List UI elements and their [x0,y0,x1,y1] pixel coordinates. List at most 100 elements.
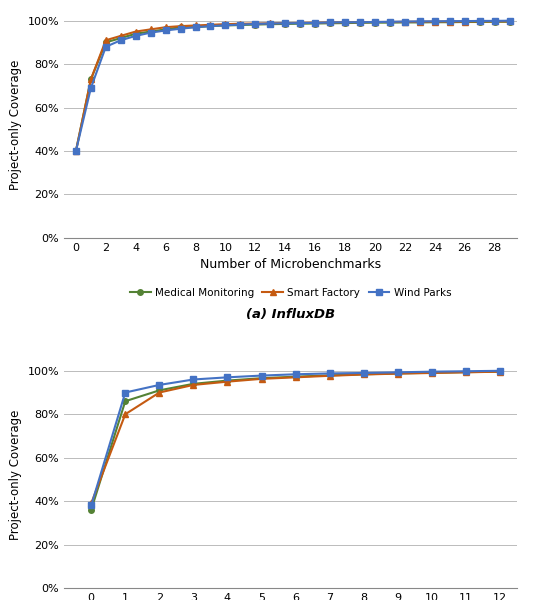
Medical Monitoring [327,20,333,27]
Wind Parks [297,19,303,26]
Medical Monitoring [122,398,128,405]
Smart Factory [432,18,438,25]
Wind Parks [447,17,453,25]
Medical Monitoring [118,34,124,41]
Medical Monitoring [133,30,139,37]
Wind Parks [122,389,128,396]
Smart Factory [222,20,229,28]
Wind Parks [432,18,438,25]
Medical Monitoring [156,387,163,394]
Smart Factory [252,20,259,27]
Medical Monitoring [326,372,333,379]
Wind Parks [118,37,124,44]
Medical Monitoring [417,19,423,26]
Medical Monitoring [387,19,393,26]
Medical Monitoring [237,22,244,29]
Smart Factory [429,370,435,377]
Smart Factory [190,382,197,389]
Smart Factory [402,18,408,25]
Medical Monitoring [222,22,229,29]
Smart Factory [327,19,333,26]
Y-axis label: Project-only Coverage: Project-only Coverage [9,60,22,190]
Smart Factory [163,23,169,31]
Wind Parks [477,17,483,25]
Medical Monitoring [282,20,288,28]
Medical Monitoring [477,19,483,26]
Smart Factory [156,389,163,396]
Smart Factory [118,32,124,40]
Wind Parks [190,376,197,383]
Wind Parks [394,369,401,376]
Wind Parks [192,23,199,31]
Y-axis label: Project-only Coverage: Project-only Coverage [9,410,22,540]
Wind Parks [282,20,288,27]
Wind Parks [148,29,154,36]
Smart Factory [224,378,231,385]
Medical Monitoring [297,20,303,28]
Smart Factory [259,375,265,382]
Smart Factory [87,76,94,83]
Line: Medical Monitoring: Medical Monitoring [88,369,503,512]
Medical Monitoring [88,506,94,514]
Wind Parks [252,20,259,28]
Wind Parks [177,25,184,32]
Medical Monitoring [462,19,468,26]
Wind Parks [462,17,468,25]
Medical Monitoring [429,369,435,376]
Medical Monitoring [447,19,453,26]
Legend: Medical Monitoring, Smart Factory, Wind Parks: Medical Monitoring, Smart Factory, Wind … [126,284,455,302]
Smart Factory [72,148,79,155]
Medical Monitoring [312,20,318,27]
Wind Parks [372,19,378,26]
Smart Factory [122,410,128,418]
Smart Factory [342,19,348,26]
Medical Monitoring [394,370,401,377]
Medical Monitoring [207,23,214,30]
Line: Wind Parks: Wind Parks [73,18,512,154]
Medical Monitoring [259,374,265,382]
Medical Monitoring [497,368,503,375]
Wind Parks [402,18,408,25]
Medical Monitoring [372,19,378,26]
Medical Monitoring [72,148,79,155]
Smart Factory [326,372,333,379]
Medical Monitoring [177,23,184,31]
X-axis label: Number of Microbenchmarks: Number of Microbenchmarks [200,258,381,271]
Smart Factory [192,22,199,29]
Wind Parks [237,21,244,28]
Wind Parks [222,22,229,29]
Smart Factory [282,19,288,26]
Smart Factory [88,500,94,507]
Wind Parks [163,27,169,34]
Smart Factory [133,28,139,35]
Smart Factory [207,21,214,28]
Smart Factory [293,374,299,381]
Wind Parks [133,32,139,40]
Medical Monitoring [432,19,438,26]
Wind Parks [224,374,231,381]
Medical Monitoring [402,19,408,26]
Smart Factory [394,370,401,377]
Wind Parks [387,18,393,25]
Wind Parks [417,18,423,25]
Wind Parks [87,85,94,92]
Smart Factory [491,18,498,25]
Wind Parks [259,372,265,379]
Medical Monitoring [163,26,169,33]
Smart Factory [148,26,154,33]
Smart Factory [267,20,273,27]
Wind Parks [88,502,94,509]
Wind Parks [103,43,109,50]
Wind Parks [429,368,435,375]
Medical Monitoring [103,39,109,46]
Medical Monitoring [491,18,498,25]
Line: Smart Factory: Smart Factory [88,368,504,507]
Smart Factory [312,19,318,26]
Smart Factory [447,18,453,25]
Wind Parks [342,19,348,26]
Smart Factory [297,19,303,26]
Wind Parks [312,19,318,26]
Wind Parks [491,17,498,25]
Smart Factory [177,23,184,30]
Medical Monitoring [148,28,154,35]
